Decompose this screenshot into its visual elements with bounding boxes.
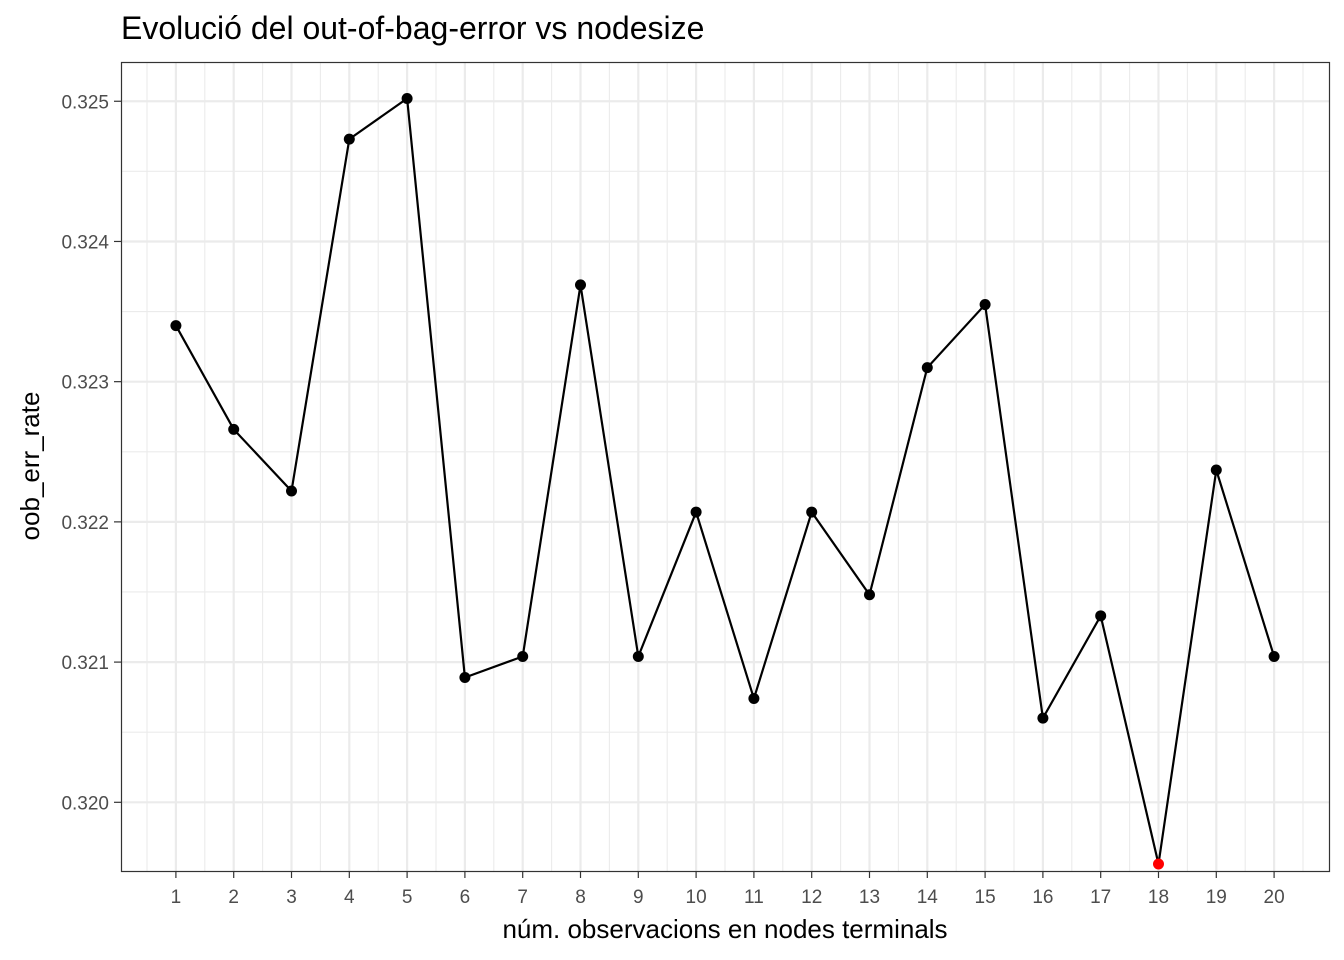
x-tick-label: 7 xyxy=(517,887,528,908)
data-point xyxy=(863,589,875,601)
y-tick-label: 0.323 xyxy=(61,373,109,394)
data-point xyxy=(170,320,182,332)
x-tick-label: 11 xyxy=(744,887,764,908)
data-point xyxy=(1037,712,1049,724)
y-tick-label: 0.321 xyxy=(61,653,109,674)
chart-title: Evolució del out-of-bag-error vs nodesiz… xyxy=(121,10,704,46)
data-point xyxy=(401,92,413,104)
data-point xyxy=(228,423,240,435)
x-tick-label: 4 xyxy=(344,887,355,908)
x-tick-label: 19 xyxy=(1206,887,1227,908)
x-tick-label: 18 xyxy=(1148,887,1169,908)
x-tick-label: 20 xyxy=(1264,887,1285,908)
data-point xyxy=(806,506,818,518)
x-tick-label: 16 xyxy=(1032,887,1053,908)
y-tick-label: 0.320 xyxy=(61,793,109,814)
data-point xyxy=(343,133,355,145)
series-layer xyxy=(170,92,1280,870)
data-point xyxy=(632,650,644,662)
x-axis: 1 2 3 4 5 6 7 8 9 10 11 12 13 14 15 16 17 18 19 20 xyxy=(171,871,1285,908)
x-axis-title: núm. observacions en nodes terminals xyxy=(502,914,947,944)
x-tick-label: 9 xyxy=(633,887,644,908)
x-tick-label: 1 xyxy=(171,887,182,908)
y-tick-label: 0.322 xyxy=(61,513,109,534)
x-tick-label: 14 xyxy=(917,887,939,908)
data-point xyxy=(979,299,991,311)
x-tick-label: 3 xyxy=(286,887,297,908)
y-tick-label: 0.324 xyxy=(61,232,109,253)
x-tick-label: 8 xyxy=(575,887,586,908)
data-point xyxy=(575,279,587,291)
data-point xyxy=(690,506,702,518)
y-tick-label: 0.325 xyxy=(61,92,109,113)
data-point xyxy=(921,362,933,374)
min-data-point xyxy=(1152,858,1164,870)
y-axis-title: oob_err_rate xyxy=(15,392,45,541)
x-tick-label: 5 xyxy=(402,887,413,908)
data-point xyxy=(1268,650,1280,662)
data-point xyxy=(1210,464,1222,476)
x-tick-label: 13 xyxy=(859,887,880,908)
data-point xyxy=(1095,610,1107,622)
x-tick-label: 10 xyxy=(686,887,707,908)
x-tick-label: 17 xyxy=(1090,887,1111,908)
data-point xyxy=(517,650,529,662)
grid-lines xyxy=(121,62,1329,871)
data-point xyxy=(286,485,298,497)
series-line xyxy=(174,96,1276,865)
x-tick-label: 2 xyxy=(228,887,239,908)
x-tick-label: 12 xyxy=(801,887,822,908)
y-axis: 0.320 0.321 0.322 0.323 0.324 0.325 xyxy=(61,92,121,814)
x-tick-label: 15 xyxy=(975,887,996,908)
data-point xyxy=(748,693,760,705)
x-tick-label: 6 xyxy=(460,887,471,908)
panel-border xyxy=(120,61,1331,873)
data-point xyxy=(459,672,471,684)
